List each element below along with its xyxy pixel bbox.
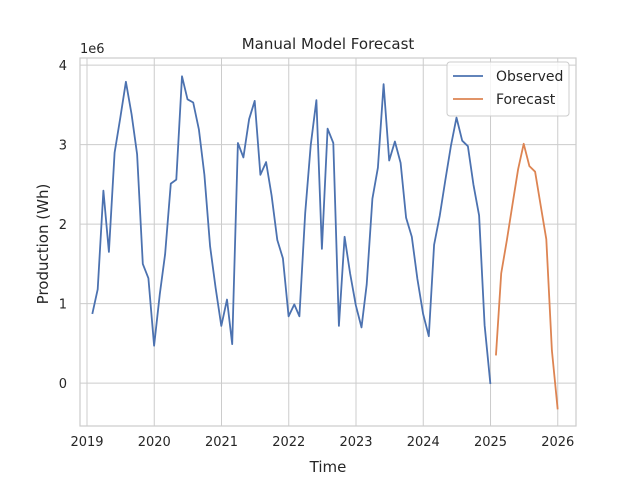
x-tick-label: 2020 bbox=[138, 435, 171, 450]
x-tick-label: 2025 bbox=[474, 435, 507, 450]
y-tick-label: 1 bbox=[59, 298, 67, 313]
y-tick-label: 0 bbox=[59, 377, 67, 392]
x-tick-label: 2026 bbox=[541, 435, 574, 450]
x-tick-label: 2021 bbox=[205, 435, 238, 450]
y-axis-title: Production (Wh) bbox=[34, 184, 52, 305]
series-lines bbox=[91, 75, 559, 410]
chart-title: Manual Model Forecast bbox=[242, 35, 415, 53]
y-axis-offset-label: 1e6 bbox=[80, 42, 105, 57]
legend-label-forecast: Forecast bbox=[496, 92, 556, 108]
y-tick-label: 3 bbox=[59, 139, 67, 154]
x-axis-title: Time bbox=[309, 458, 347, 476]
axes-frame bbox=[79, 57, 577, 427]
x-tick-label: 2019 bbox=[70, 435, 103, 450]
plot-area-border bbox=[79, 57, 577, 427]
legend: Observed Forecast bbox=[446, 61, 570, 117]
y-tick-label: 2 bbox=[59, 218, 67, 233]
tick-labels: 2019 2020 2021 2022 2023 2024 2025 2026 0 1 2 3 4 bbox=[59, 59, 575, 450]
series-line-observed bbox=[91, 75, 492, 385]
x-tick-label: 2024 bbox=[407, 435, 440, 450]
y-tick-label: 4 bbox=[59, 59, 67, 74]
x-tick-label: 2023 bbox=[339, 435, 372, 450]
series-line-forecast bbox=[495, 142, 559, 410]
x-tick-label: 2022 bbox=[272, 435, 305, 450]
legend-label-observed: Observed bbox=[496, 69, 563, 85]
